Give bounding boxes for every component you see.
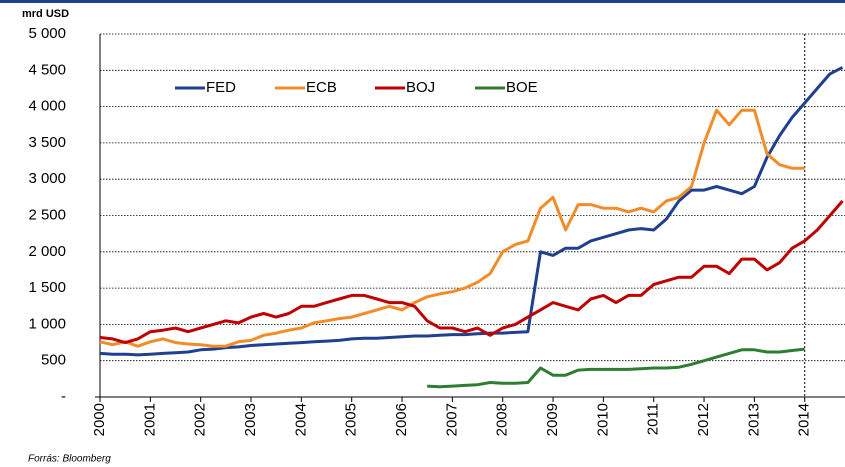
- x-tick-label: 2001: [141, 403, 158, 436]
- series-line: [99, 66, 844, 357]
- y-tick-label: -: [61, 388, 66, 405]
- y-tick-label: 1 000: [28, 315, 66, 332]
- y-axis-label: mrd USD: [22, 8, 69, 20]
- x-tick-label: 2006: [393, 403, 410, 436]
- x-tick-label: 2000: [91, 403, 108, 436]
- legend-label: BOJ: [406, 79, 435, 96]
- y-tick-label: 500: [41, 352, 66, 369]
- y-tick-label: 5 000: [28, 25, 66, 42]
- y-tick-label: 4 000: [28, 98, 66, 115]
- x-tick-label: 2005: [343, 403, 360, 436]
- series-line: [99, 200, 844, 345]
- y-tick-label: 4 500: [28, 61, 66, 78]
- x-tick-label: 2007: [443, 403, 460, 436]
- legend-label: BOE: [506, 79, 538, 96]
- x-tick-label: 2011: [645, 403, 662, 435]
- y-tick-label: 3 000: [28, 170, 66, 187]
- x-tick-label: 2012: [695, 403, 712, 436]
- y-tick-label: 2 500: [28, 206, 66, 223]
- x-tick-label: 2002: [192, 403, 209, 436]
- x-tick-label: 2013: [745, 403, 762, 436]
- x-tick-label: 2009: [544, 403, 561, 436]
- x-tick-label: 2014: [796, 403, 813, 436]
- legend-label: ECB: [306, 79, 337, 96]
- x-tick-label: 2008: [494, 403, 511, 436]
- legend-label: FED: [206, 79, 236, 96]
- x-tick-label: 2003: [242, 403, 259, 436]
- x-tick-label: 2004: [292, 403, 309, 436]
- x-tick-label: 2010: [594, 403, 611, 436]
- series-line: [427, 347, 805, 389]
- y-tick-label: 3 500: [28, 134, 66, 151]
- y-tick-label: 1 500: [28, 279, 66, 296]
- y-tick-label: 2 000: [28, 243, 66, 260]
- source: Forrás: Bloomberg: [28, 454, 111, 465]
- series-line: [99, 108, 805, 348]
